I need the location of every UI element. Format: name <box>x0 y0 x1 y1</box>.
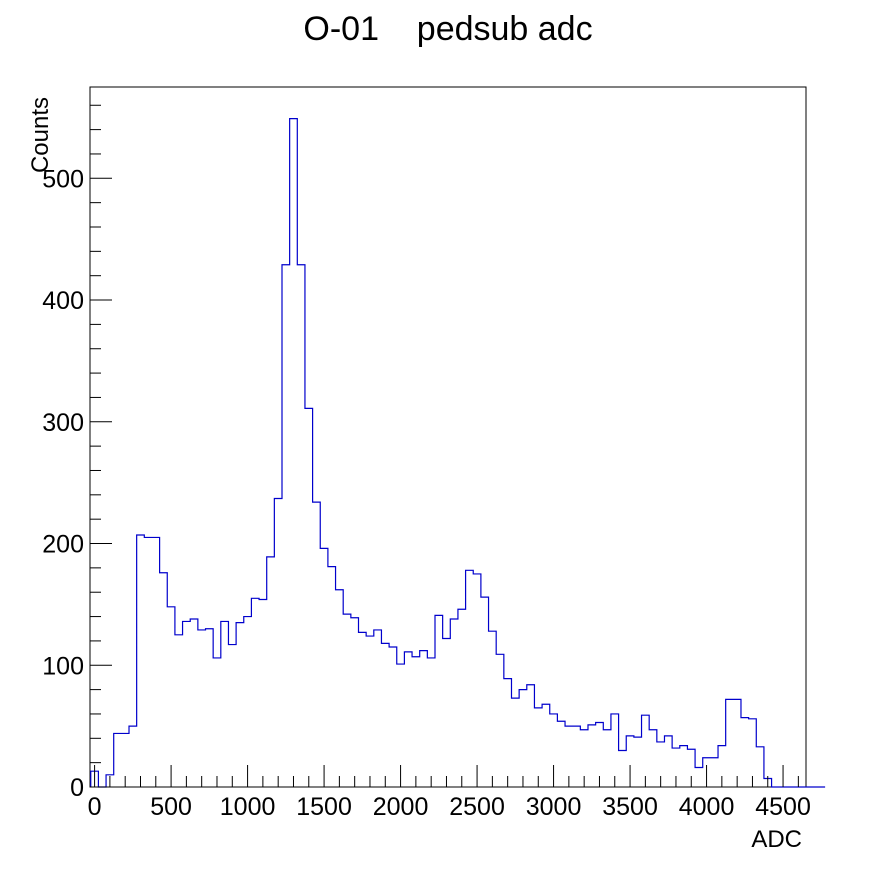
histogram-bin <box>710 758 718 787</box>
histogram-bin <box>305 408 313 787</box>
chart-title: O-01 pedsub adc <box>303 10 593 48</box>
histogram-bin <box>313 502 321 787</box>
histogram-bin <box>297 265 305 787</box>
histogram-bin <box>427 658 435 787</box>
histogram-bin <box>634 737 642 787</box>
y-tick-label: 500 <box>42 165 84 193</box>
histogram-bin <box>733 699 741 787</box>
histogram-bin <box>420 651 428 787</box>
x-tick-label: 2000 <box>373 793 429 821</box>
histogram-bin <box>160 573 168 787</box>
histogram-bin <box>213 658 221 787</box>
y-tick-label: 200 <box>42 531 84 559</box>
histogram-bin <box>504 679 512 787</box>
histogram-bin <box>381 643 389 787</box>
histogram-bin <box>649 730 657 787</box>
x-axis-label: ADC <box>751 826 802 853</box>
histogram-bin <box>481 597 489 787</box>
histogram-bin <box>198 630 206 787</box>
histogram-bin <box>290 119 298 787</box>
x-tick-label: 3000 <box>526 793 582 821</box>
x-tick-label: 1000 <box>220 793 276 821</box>
histogram-bin <box>244 617 252 787</box>
histogram-bin <box>741 718 749 787</box>
plot-frame <box>89 86 807 788</box>
x-tick-label: 0 <box>88 793 102 821</box>
x-tick-label: 1500 <box>296 793 352 821</box>
histogram-bin <box>343 614 351 787</box>
histogram-bin <box>175 635 183 787</box>
histogram-bin <box>756 747 764 787</box>
histogram-bin <box>664 736 672 787</box>
histogram-bin <box>137 535 145 787</box>
histogram-bin <box>726 699 734 787</box>
histogram-bin <box>511 698 519 787</box>
histogram-bin <box>473 574 481 787</box>
histogram-bin <box>527 685 535 787</box>
x-tick-label: 4000 <box>679 793 735 821</box>
y-tick-label: 0 <box>70 774 84 802</box>
histogram-bin <box>167 607 175 787</box>
histogram-bin <box>450 619 458 787</box>
histogram-bin <box>389 647 397 787</box>
histogram-bin <box>458 609 466 787</box>
histogram-bin <box>443 638 451 787</box>
y-tick-label: 400 <box>42 287 84 315</box>
histogram-bin <box>412 657 420 787</box>
histogram-bin <box>114 733 122 787</box>
histogram-bin <box>359 632 367 787</box>
histogram-bin <box>496 654 504 787</box>
histogram-bin <box>351 618 359 787</box>
x-tick-label: 500 <box>150 793 192 821</box>
histogram-series-line <box>90 118 826 788</box>
y-axis-label: Counts <box>27 97 54 173</box>
histogram-bin <box>236 623 244 787</box>
histogram-bin <box>534 708 542 787</box>
histogram-bin <box>228 645 236 787</box>
histogram-bin <box>366 636 374 787</box>
histogram-bin <box>183 621 191 787</box>
histogram-bin <box>374 630 382 787</box>
histogram-bin <box>221 621 229 787</box>
histogram-bin <box>573 726 581 787</box>
histogram-bin <box>336 590 344 787</box>
histogram-bin <box>144 537 152 787</box>
histogram-bin <box>489 631 497 787</box>
histogram-bin <box>267 557 275 787</box>
histogram-bin <box>619 750 627 787</box>
histogram-bin <box>259 600 267 787</box>
histogram-bin <box>190 619 198 787</box>
histogram-bin <box>274 498 282 787</box>
histogram-bin <box>519 690 527 787</box>
histogram-bin <box>466 570 474 787</box>
histogram-bin <box>282 265 290 787</box>
histogram-bin <box>680 746 688 787</box>
x-tick-label: 3500 <box>602 793 658 821</box>
histogram-bin <box>404 652 412 787</box>
y-tick-label: 100 <box>42 652 84 680</box>
histogram-bin <box>588 725 596 787</box>
x-tick-label: 2500 <box>449 793 505 821</box>
y-tick-label: 300 <box>42 409 84 437</box>
histogram-bin <box>328 567 336 787</box>
histogram-bin <box>320 548 328 787</box>
histogram-bin <box>251 598 259 787</box>
histogram-bin <box>542 704 550 787</box>
histogram-bin <box>206 629 214 787</box>
histogram-bin <box>557 721 565 787</box>
histogram-bin <box>603 730 611 787</box>
x-tick-label: 4500 <box>755 793 811 821</box>
histogram-bin <box>152 537 160 787</box>
histogram-bin <box>129 726 137 787</box>
histogram-bin <box>695 768 703 787</box>
histogram-bin <box>435 615 443 787</box>
